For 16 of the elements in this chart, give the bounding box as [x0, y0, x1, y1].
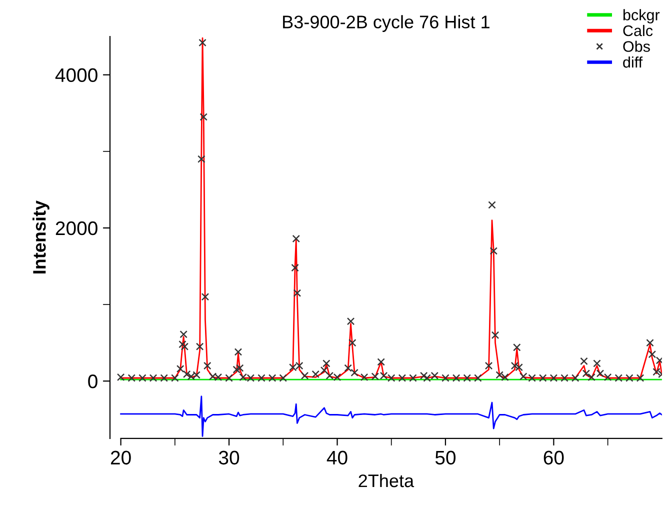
x-tick-label: 20	[110, 450, 131, 465]
legend-label: diff	[623, 56, 643, 68]
legend-label: Obs	[623, 40, 650, 52]
y-axis-title: Intensity	[32, 200, 50, 274]
y-tick-label: 4000	[55, 68, 98, 82]
x-tick-label: 50	[435, 450, 456, 465]
x-tick-label: 30	[218, 450, 240, 465]
chart-title: B3-900-2B cycle 76 Hist 1	[283, 15, 490, 32]
line-series	[120, 396, 662, 437]
x-tick-label: 60	[544, 450, 564, 465]
y-tick-label: 2000	[56, 221, 98, 236]
legend-label: bckgr	[623, 9, 660, 24]
x-tick-label: 40	[326, 450, 348, 465]
legend-label: Calc	[623, 24, 653, 36]
x-axis-title: 2Theta	[358, 474, 414, 488]
y-tick-label: 0	[88, 374, 98, 388]
